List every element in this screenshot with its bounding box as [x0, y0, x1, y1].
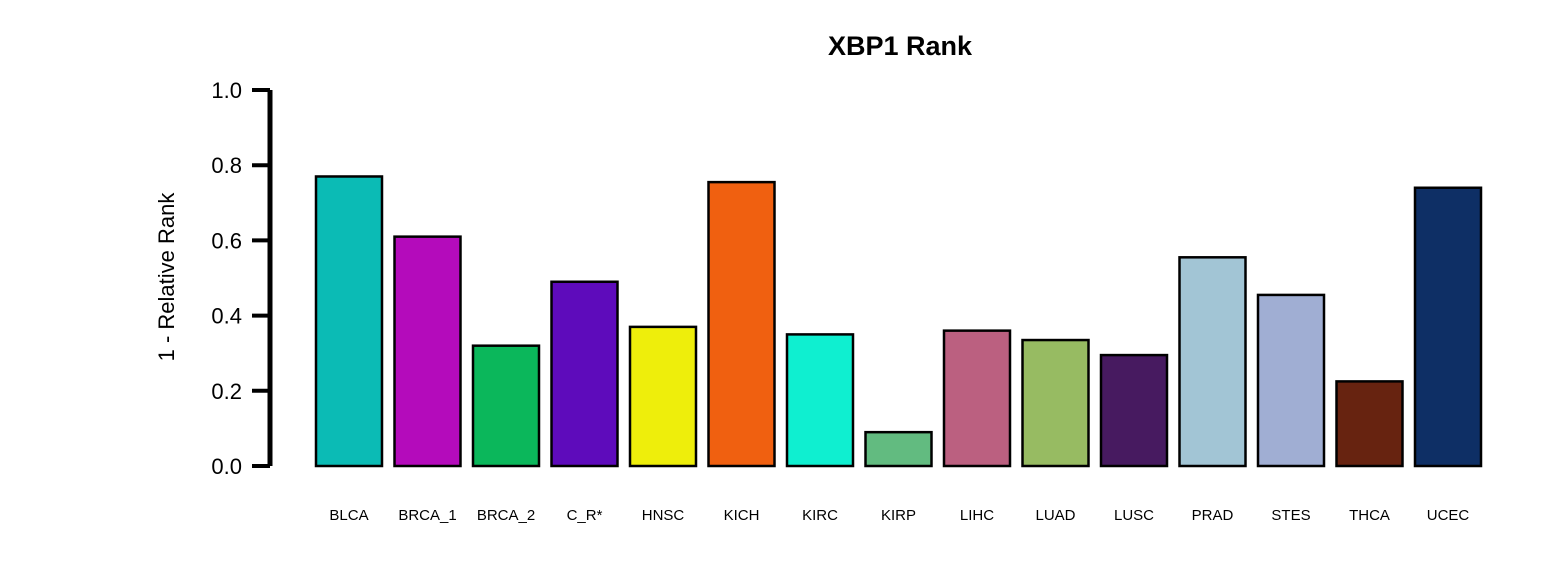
bar-kirp [864, 430, 933, 468]
bar-blca [314, 175, 384, 468]
bar-lihc [942, 329, 1012, 468]
x-tick-label: LUAD [1035, 507, 1075, 524]
y-tick-label: 0.4 [211, 304, 242, 329]
x-tick-label: STES [1271, 507, 1310, 524]
x-tick-label: KIRP [881, 507, 916, 524]
x-tick-label: PRAD [1192, 507, 1234, 524]
x-tick-label: THCA [1349, 507, 1390, 524]
x-tick-label: UCEC [1427, 507, 1470, 524]
y-tick-label: 0.2 [211, 379, 242, 404]
x-tick-label: C_R* [567, 507, 603, 524]
x-tick-label: KICH [724, 507, 760, 524]
bar-c-r [550, 280, 619, 468]
x-tick-label: BRCA_2 [477, 507, 535, 524]
y-tick-label: 0.0 [211, 454, 242, 479]
y-tick-label: 0.8 [211, 153, 242, 178]
bar-kirc [785, 333, 855, 468]
bar-ucec [1413, 186, 1483, 468]
y-axis: 0.0 0.2 0.4 0.6 0.8 1.0 [211, 78, 273, 479]
bar-lusc [1099, 353, 1169, 468]
bar-stes [1256, 293, 1326, 468]
bar-hnsc [628, 325, 698, 468]
bar-luad [1021, 338, 1090, 468]
x-tick-label: HNSC [642, 507, 685, 524]
bar-kich [707, 180, 776, 468]
x-tick-label: LUSC [1114, 507, 1154, 524]
bar-brca-1 [393, 235, 462, 468]
x-axis-labels: BLCA BRCA_1 BRCA_2 C_R* HNSC KICH KIRC KIRP LIHC… [329, 507, 1469, 524]
bars [314, 175, 1483, 468]
x-tick-label: BLCA [329, 507, 368, 524]
x-tick-label: BRCA_1 [398, 507, 456, 524]
chart-title: XBP1 Rank [828, 31, 973, 61]
bar-prad [1178, 256, 1247, 468]
y-tick-label: 1.0 [211, 78, 242, 103]
x-tick-label: LIHC [960, 507, 994, 524]
x-tick-label: KIRC [802, 507, 838, 524]
y-axis-label: 1 - Relative Rank [154, 192, 179, 362]
y-tick-label: 0.6 [211, 228, 242, 253]
bar-brca-2 [471, 344, 541, 468]
bar-thca [1335, 380, 1404, 468]
